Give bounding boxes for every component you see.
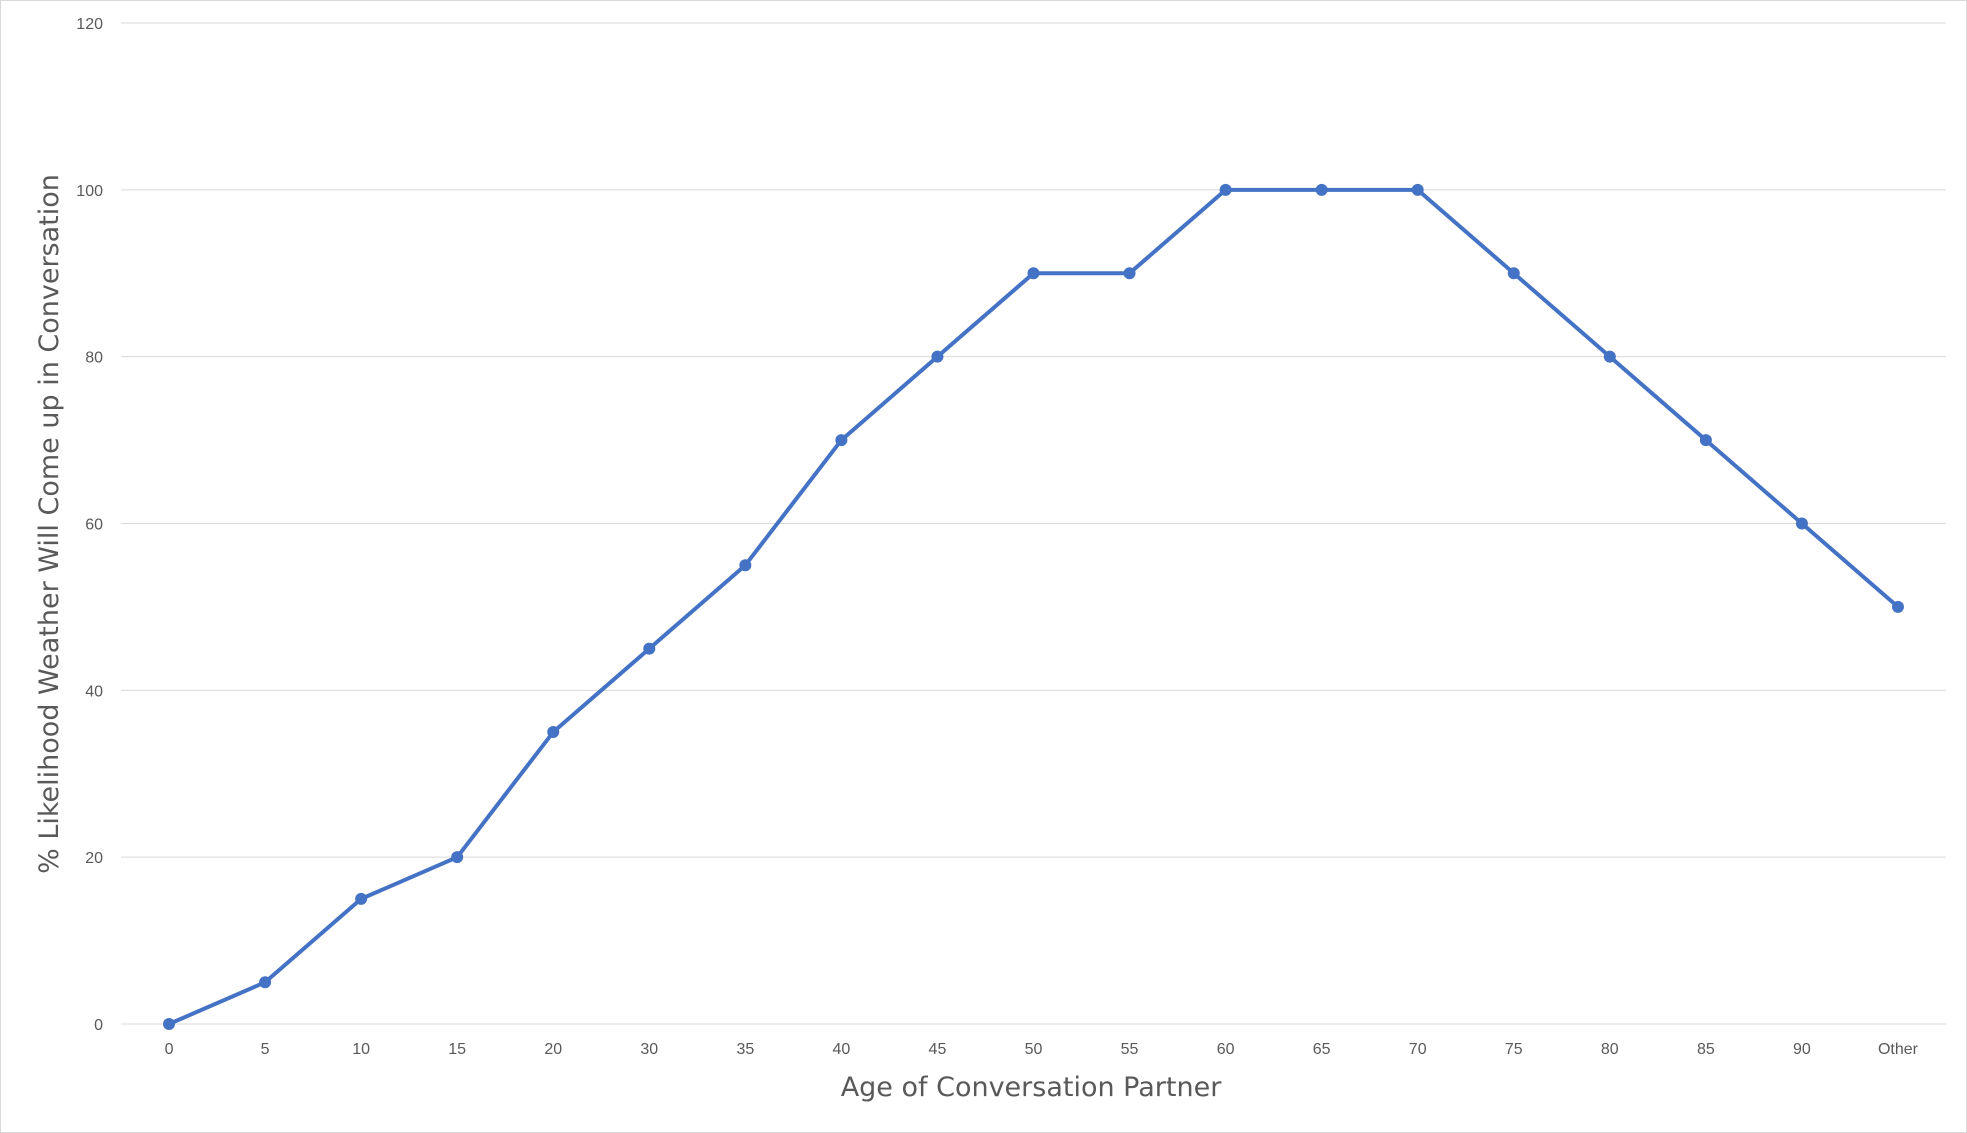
data-point (835, 434, 848, 447)
x-tick-label: 55 (1121, 1041, 1139, 1058)
data-point (739, 559, 752, 572)
x-tick-label: 45 (929, 1041, 947, 1058)
y-tick-label: 60 (85, 517, 103, 534)
x-tick-label: 85 (1697, 1041, 1715, 1058)
y-tick-label: 100 (76, 183, 103, 200)
y-tick-label: 120 (76, 16, 103, 33)
series-layer (163, 183, 1904, 1030)
x-tick-label: 75 (1505, 1041, 1523, 1058)
x-tick-label: 40 (832, 1041, 850, 1058)
x-tick-label: 80 (1601, 1041, 1619, 1058)
x-tick-label: 30 (640, 1041, 658, 1058)
x-tick-label: 15 (448, 1041, 466, 1058)
y-axis-title: % Likelihood Weather Will Come up in Con… (34, 174, 65, 874)
data-point (355, 892, 368, 905)
gridlines (121, 22, 1946, 1025)
data-point (451, 851, 464, 864)
data-point (643, 642, 656, 655)
x-tick-label: 0 (165, 1041, 174, 1058)
x-tick-label: 60 (1217, 1041, 1235, 1058)
x-tick-label: 90 (1793, 1041, 1811, 1058)
data-point (1507, 267, 1520, 280)
data-point (547, 726, 560, 739)
x-tick-label: 50 (1025, 1041, 1043, 1058)
data-point (259, 976, 272, 989)
y-tick-label: 80 (85, 350, 103, 367)
data-point (1027, 267, 1040, 280)
x-tick-label: Other (1878, 1041, 1919, 1058)
data-point (931, 350, 944, 363)
x-tick-label: 65 (1313, 1041, 1331, 1058)
x-tick-label: 10 (352, 1041, 370, 1058)
y-tick-label: 20 (85, 850, 103, 867)
data-point (1315, 183, 1328, 196)
x-tick-label: 5 (261, 1041, 270, 1058)
x-axis-tick-labels: 0 5 10 15 20 30 35 40 45 50 55 60 65 70 75 80 85 90 Other (165, 1041, 1919, 1058)
y-tick-label: 0 (94, 1017, 103, 1034)
series-line (167, 187, 1900, 1026)
data-point (1891, 600, 1904, 613)
x-tick-label: 70 (1409, 1041, 1427, 1058)
y-tick-label: 40 (85, 683, 103, 700)
data-point (1411, 183, 1424, 196)
x-axis-title: Age of Conversation Partner (841, 1072, 1223, 1103)
x-tick-label: 20 (544, 1041, 562, 1058)
y-axis-tick-labels: 0 20 40 60 80 100 120 (76, 16, 103, 1034)
data-point (1219, 183, 1232, 196)
data-point (1123, 267, 1136, 280)
data-point (1603, 350, 1616, 363)
data-point (1795, 517, 1808, 530)
data-point (163, 1018, 176, 1030)
x-tick-label: 35 (736, 1041, 754, 1058)
data-point (1699, 434, 1712, 447)
